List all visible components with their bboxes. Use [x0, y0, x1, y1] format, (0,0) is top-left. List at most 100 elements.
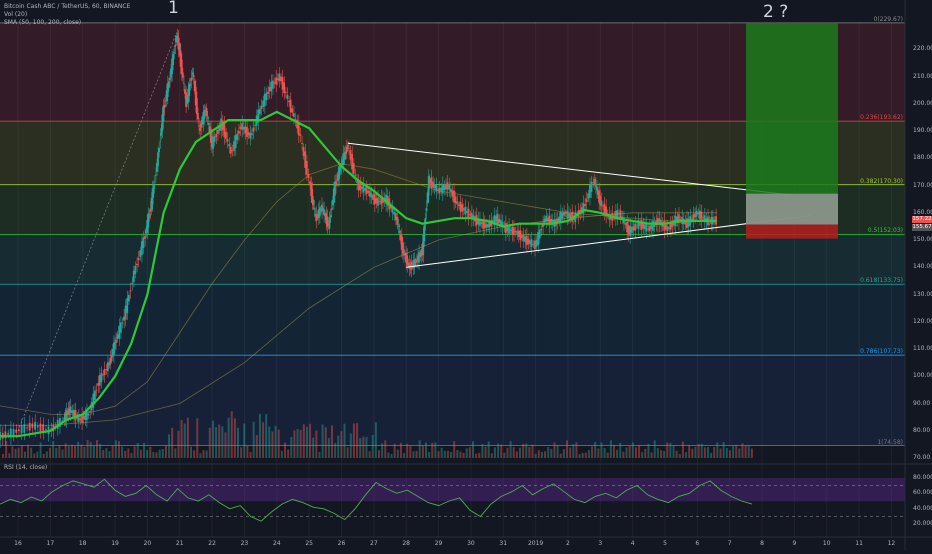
candle-body — [139, 250, 142, 257]
volume-bar — [371, 434, 374, 458]
candle-body — [391, 207, 394, 213]
volume-bar — [55, 447, 58, 458]
candle-body — [209, 128, 212, 143]
candle-body — [393, 212, 396, 215]
candle-body — [469, 214, 472, 216]
volume-bar — [591, 446, 594, 458]
volume-bar — [293, 430, 296, 458]
fib-level-label: 0.236(193.62) — [860, 114, 903, 122]
volume-bar — [23, 451, 26, 458]
candle-body — [140, 241, 143, 256]
candle-body — [622, 218, 625, 224]
candle-body — [160, 128, 163, 136]
candle-body — [445, 184, 447, 190]
candle-body — [121, 322, 124, 324]
candle-body — [259, 108, 261, 115]
price-tag: 155.67 — [912, 223, 932, 231]
candle-body — [398, 230, 401, 233]
volume-bar — [446, 450, 449, 458]
candle-body — [4, 431, 7, 439]
candle-body — [159, 140, 162, 142]
candle-body — [164, 100, 167, 102]
candle-body — [413, 259, 416, 268]
volume-bar — [258, 413, 261, 458]
candle-body — [493, 215, 496, 226]
volume-bar — [581, 452, 584, 458]
volume-bar — [475, 453, 478, 458]
candle-body — [504, 223, 507, 234]
candle-body — [698, 210, 701, 219]
volume-bar — [312, 437, 315, 458]
volume-bar — [522, 443, 525, 458]
candle-body — [66, 411, 69, 416]
candle-body — [200, 123, 203, 128]
candle-body — [410, 262, 413, 270]
candle-body — [416, 255, 419, 263]
candle-body — [635, 225, 638, 227]
volume-bar — [747, 445, 750, 458]
volume-bar — [190, 446, 192, 458]
volume-bar — [337, 435, 340, 458]
candle-body — [234, 134, 237, 148]
volume-bar — [45, 451, 48, 458]
candle-body — [180, 59, 183, 75]
volume-bar — [468, 447, 471, 458]
volume-bar — [158, 449, 161, 458]
candle-body — [132, 270, 135, 283]
candle-body — [103, 369, 106, 376]
volume-bar — [384, 440, 387, 458]
candle-body — [136, 263, 138, 266]
volume-bar — [493, 447, 496, 458]
volume-bar — [61, 449, 64, 458]
candle-body — [370, 193, 373, 198]
candle-body — [414, 261, 417, 263]
volume-bar — [465, 448, 468, 458]
candle-body — [372, 194, 375, 200]
volume-bar — [378, 450, 380, 458]
fib-level-label: 0.5(152.03) — [867, 227, 903, 235]
volume-bar — [406, 443, 409, 458]
candle-body — [487, 223, 489, 228]
volume-bar — [537, 450, 540, 458]
candle-body — [495, 215, 497, 223]
candle-body — [406, 255, 408, 266]
candle-body — [390, 205, 392, 209]
volume-bar — [2, 454, 4, 458]
entry-zone — [746, 193, 838, 225]
volume-bar — [741, 443, 744, 458]
volume-bar — [616, 449, 619, 458]
candle-body — [582, 202, 585, 214]
volume-bar — [8, 453, 11, 458]
rsi-band — [0, 478, 905, 502]
candle-body — [408, 263, 411, 269]
volume-bar — [738, 448, 741, 458]
x-tick-label: 6 — [695, 540, 700, 547]
candle-body — [564, 212, 567, 214]
candle-body — [426, 192, 429, 204]
candle-body — [329, 215, 332, 218]
volume-bar — [594, 441, 597, 458]
volume-bar — [490, 453, 493, 458]
volume-bar — [368, 451, 371, 458]
volume-bar — [240, 447, 243, 458]
volume-bar — [139, 449, 142, 458]
candle-body — [36, 426, 39, 428]
x-tick-label: 28 — [402, 540, 411, 547]
candle-body — [679, 219, 682, 221]
candle-body — [386, 195, 389, 206]
x-tick-label: 24 — [272, 540, 281, 547]
candle-body — [508, 225, 510, 234]
candle-body — [221, 120, 224, 131]
y-tick-label: 190.00 — [913, 127, 932, 134]
candle-body — [154, 174, 157, 176]
volume-bar — [349, 433, 352, 458]
volume-bar — [675, 450, 678, 458]
candle-body — [522, 234, 525, 241]
candle-body — [418, 252, 420, 263]
candle-body — [335, 181, 337, 187]
candle-body — [247, 132, 250, 136]
candle-body — [289, 99, 292, 113]
volume-bar — [544, 451, 547, 458]
